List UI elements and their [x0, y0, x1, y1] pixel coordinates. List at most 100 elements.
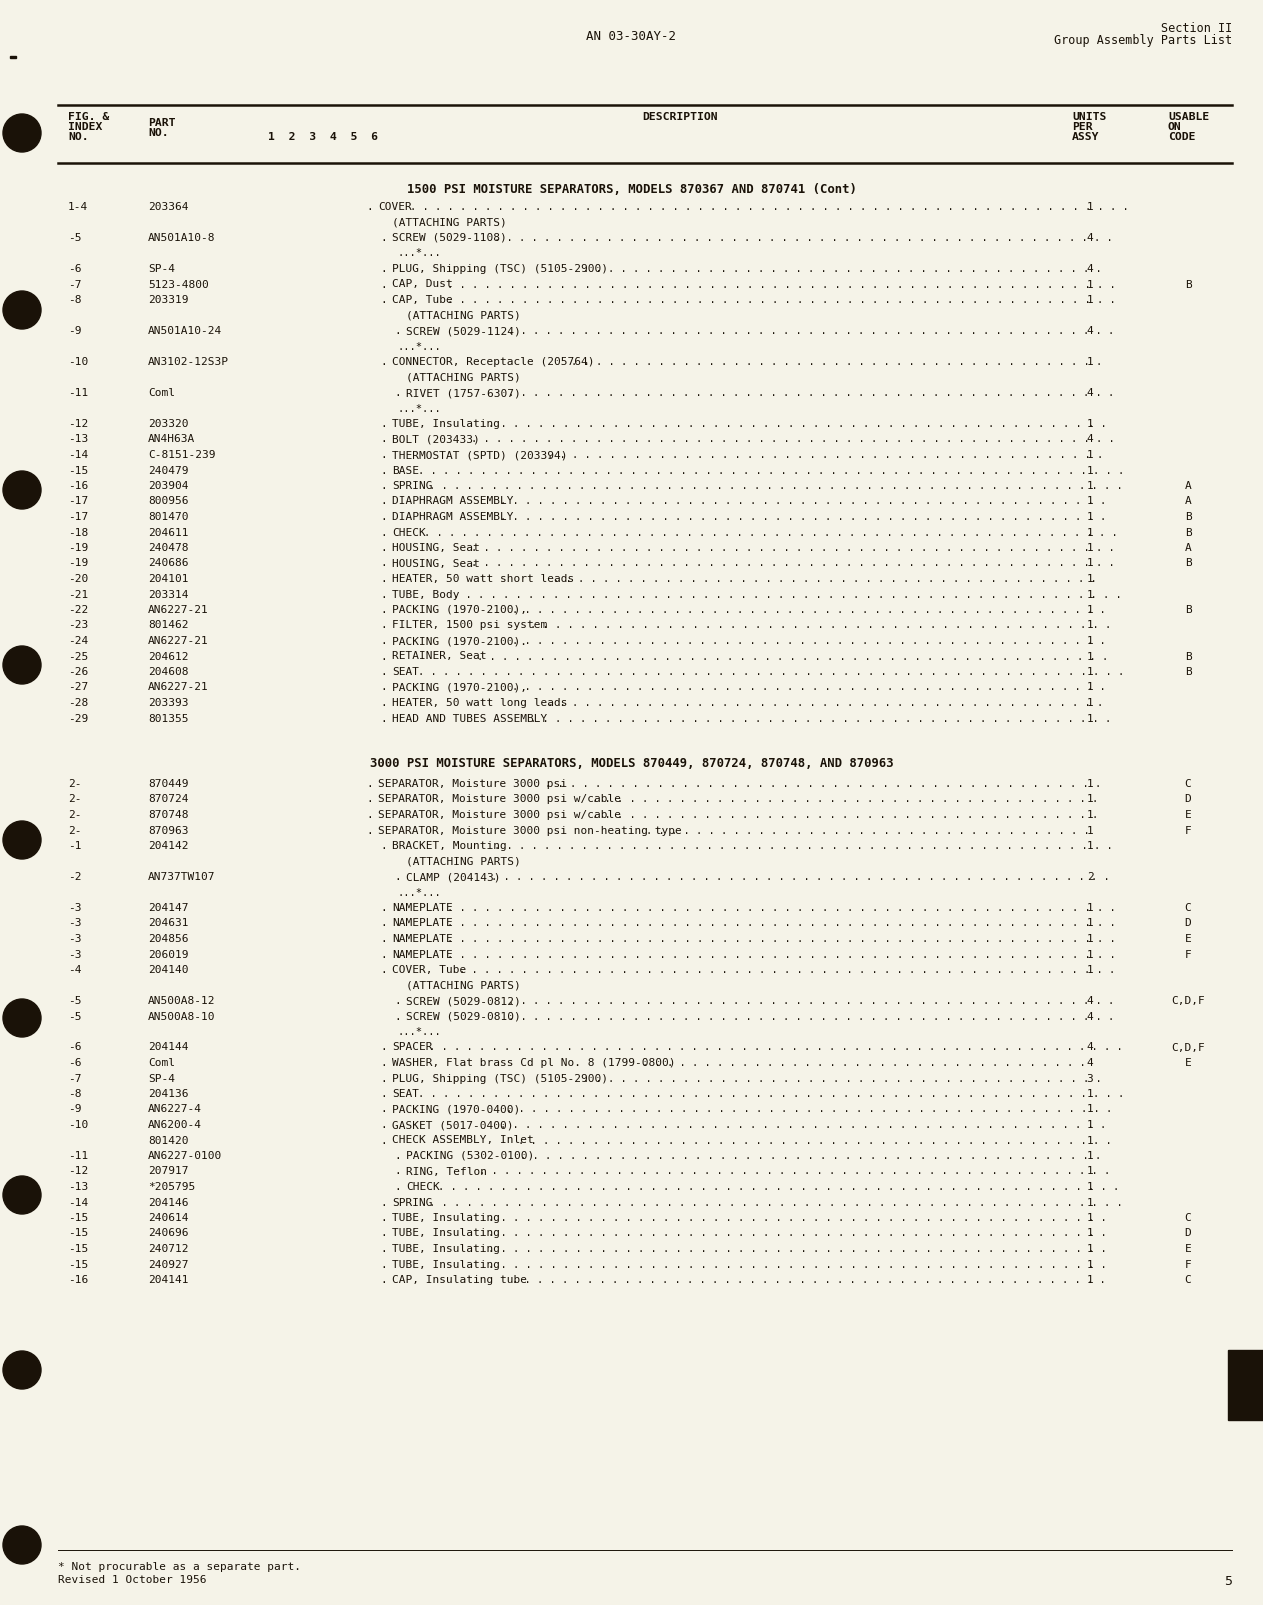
Text: 1500 PSI MOISTURE SEPARATORS, MODELS 870367 AND 870741 (Cont): 1500 PSI MOISTURE SEPARATORS, MODELS 870…: [407, 183, 856, 196]
Text: Group Assembly Parts List: Group Assembly Parts List: [1053, 34, 1231, 47]
Text: HOUSING, Seat: HOUSING, Seat: [392, 542, 480, 554]
Text: 1: 1: [1086, 419, 1094, 429]
Text: 1: 1: [1086, 496, 1094, 507]
Text: -16: -16: [68, 482, 88, 491]
Text: 240614: 240614: [148, 1213, 188, 1223]
Text: 1: 1: [1086, 682, 1094, 692]
Text: .: .: [380, 1213, 386, 1223]
Text: 203393: 203393: [148, 698, 188, 708]
Text: .: .: [394, 997, 400, 1006]
Text: . . . . . . . . . . . . . . . . . . . . . . . . . . . . . . . . . . . . . . . . : . . . . . . . . . . . . . . . . . . . . …: [447, 904, 1122, 913]
Text: 1: 1: [1086, 279, 1094, 289]
Text: -12: -12: [68, 1167, 88, 1176]
Text: .: .: [380, 512, 386, 522]
Text: AN4H63A: AN4H63A: [148, 435, 196, 445]
Text: .: .: [380, 1074, 386, 1083]
Text: 801462: 801462: [148, 621, 188, 631]
Text: 1: 1: [1086, 465, 1094, 475]
Text: . . . . . . . . . . . . . . . . . . . . . . . . . . . . . . . . . . . . . . . . : . . . . . . . . . . . . . . . . . . . . …: [476, 652, 1114, 661]
Text: . . . . . . . . . . . . . . . . . . . . . . . . . . . . . . . . . . . . . . . . : . . . . . . . . . . . . . . . . . . . . …: [508, 997, 1120, 1006]
Text: . . . . . . . . . . . . . . . . . . . . . . . . . . . . . . . . . . . . . . . . : . . . . . . . . . . . . . . . . . . . . …: [429, 1043, 1129, 1053]
Text: . . . . . . . . . . . . . . . . . . . . . . . . . . . . . . . . . . . . . . . . : . . . . . . . . . . . . . . . . . . . . …: [508, 388, 1120, 398]
Text: AN500A8-12: AN500A8-12: [148, 997, 216, 1006]
Bar: [10, 56, 16, 58]
Text: 1: 1: [1086, 356, 1094, 368]
Text: 204144: 204144: [148, 1043, 188, 1053]
Text: 1: 1: [1086, 1151, 1094, 1160]
Text: . . . . . . . . . . . . . . . . . . . . . . . . . . . . . . . . . . . . . . . . : . . . . . . . . . . . . . . . . . . . . …: [409, 202, 1134, 212]
Text: . . . . . . . . . . . . . . . . . . . . . . . . . . . . . . . . . . . . . . . . : . . . . . . . . . . . . . . . . . . . . …: [429, 482, 1129, 491]
Text: .: .: [380, 542, 386, 554]
Text: 203320: 203320: [148, 419, 188, 429]
Text: 2: 2: [1086, 872, 1094, 883]
Text: 3: 3: [1086, 1074, 1094, 1083]
Text: ...*...: ...*...: [398, 888, 442, 897]
Text: 1: 1: [1086, 589, 1094, 600]
Text: CAP, Insulating tube: CAP, Insulating tube: [392, 1274, 527, 1286]
Text: INDEX: INDEX: [68, 122, 102, 132]
Text: -10: -10: [68, 1120, 88, 1130]
Text: .: .: [380, 698, 386, 708]
Text: .: .: [380, 233, 386, 242]
Text: 203904: 203904: [148, 482, 188, 491]
Text: -21: -21: [68, 589, 88, 600]
Text: 204142: 204142: [148, 841, 188, 851]
Text: .: .: [380, 1244, 386, 1254]
Text: TUBE, Insulating: TUBE, Insulating: [392, 1260, 500, 1270]
Text: -15: -15: [68, 1213, 88, 1223]
Text: SEAT: SEAT: [392, 668, 419, 677]
Text: 1  2  3  4  5  6: 1 2 3 4 5 6: [268, 132, 378, 141]
Text: 1: 1: [1086, 1135, 1094, 1146]
Text: AN6227-21: AN6227-21: [148, 605, 208, 615]
Bar: [1228, 1350, 1263, 1420]
Text: B: B: [1185, 559, 1191, 568]
Text: . . . . . . . . . . . . . . . . . . . . . . . . . . . . . . . . . . . . . . . . : . . . . . . . . . . . . . . . . . . . . …: [592, 811, 1105, 820]
Text: . . . . . . . . . . . . . . . . . . . . . . . . . . . . . . . . . . . . . . . . : . . . . . . . . . . . . . . . . . . . . …: [489, 1213, 1114, 1223]
Text: 4: 4: [1086, 1058, 1094, 1067]
Text: . . . . . . . . . . . . . . . . . . . . . . . . . . . . . . . . . . . . . . . . : . . . . . . . . . . . . . . . . . . . . …: [582, 1074, 1108, 1083]
Text: . . . . . . . . . . . . . . . . . . . . . . . . . . . . . . . . . . . . . . . . : . . . . . . . . . . . . . . . . . . . . …: [471, 435, 1120, 445]
Text: 1: 1: [1086, 950, 1094, 960]
Text: . . . . . . . . . . . . . . . . . . . . . . . . . . . . . . . . . . . . . . . . : . . . . . . . . . . . . . . . . . . . . …: [547, 449, 1110, 461]
Text: .: .: [380, 1104, 386, 1114]
Text: .: .: [380, 356, 386, 368]
Text: TUBE, Insulating: TUBE, Insulating: [392, 419, 500, 429]
Text: .: .: [380, 1090, 386, 1099]
Text: -11: -11: [68, 388, 88, 398]
Text: 870748: 870748: [148, 811, 188, 820]
Text: . . . . . . . . . . . . . . . . . . . . . . . . . . . . . . . . . . . . . . . . : . . . . . . . . . . . . . . . . . . . . …: [592, 794, 1105, 804]
Text: NAMEPLATE: NAMEPLATE: [392, 950, 452, 960]
Circle shape: [3, 1351, 40, 1388]
Text: SEPARATOR, Moisture 3000 psi w/cable: SEPARATOR, Moisture 3000 psi w/cable: [378, 811, 621, 820]
Text: . . . . . . . . . . . . . . . . . . . . . . . . . . . . . . . . . . . . . . . . : . . . . . . . . . . . . . . . . . . . . …: [506, 1104, 1119, 1114]
Text: . . . . . . . . . . . . . . . . . . . . . . . . . . . . . . . . . . . . . . . . : . . . . . . . . . . . . . . . . . . . . …: [494, 841, 1119, 851]
Text: 240479: 240479: [148, 465, 188, 475]
Text: .: .: [394, 872, 400, 883]
Text: . . . . . . . . . . . . . . . . . . . . . . . . . . . . . . . . . . . . . . . . : . . . . . . . . . . . . . . . . . . . . …: [418, 1090, 1130, 1099]
Text: -2: -2: [68, 872, 82, 883]
Text: 3000 PSI MOISTURE SEPARATORS, MODELS 870449, 870724, 870748, AND 870963: 3000 PSI MOISTURE SEPARATORS, MODELS 870…: [370, 758, 893, 770]
Text: .: .: [394, 1151, 400, 1160]
Text: B: B: [1185, 279, 1191, 289]
Text: F: F: [1185, 950, 1191, 960]
Text: 4: 4: [1086, 997, 1094, 1006]
Text: AN6227-21: AN6227-21: [148, 636, 208, 645]
Text: -5: -5: [68, 1011, 82, 1021]
Text: E: E: [1185, 1244, 1191, 1254]
Text: 4: 4: [1086, 1011, 1094, 1021]
Text: 204856: 204856: [148, 934, 188, 944]
Text: .: .: [380, 496, 386, 507]
Text: 4: 4: [1086, 233, 1094, 242]
Circle shape: [3, 998, 40, 1037]
Text: 204612: 204612: [148, 652, 188, 661]
Text: *205795: *205795: [148, 1181, 196, 1193]
Text: PACKING (5302-0100): PACKING (5302-0100): [405, 1151, 534, 1160]
Text: 1: 1: [1086, 778, 1094, 790]
Text: 5123-4800: 5123-4800: [148, 279, 208, 289]
Text: Coml: Coml: [148, 1058, 176, 1067]
Text: B: B: [1185, 605, 1191, 615]
Text: -13: -13: [68, 1181, 88, 1193]
Text: CHECK: CHECK: [405, 1181, 440, 1193]
Text: -24: -24: [68, 636, 88, 645]
Text: 1: 1: [1086, 918, 1094, 929]
